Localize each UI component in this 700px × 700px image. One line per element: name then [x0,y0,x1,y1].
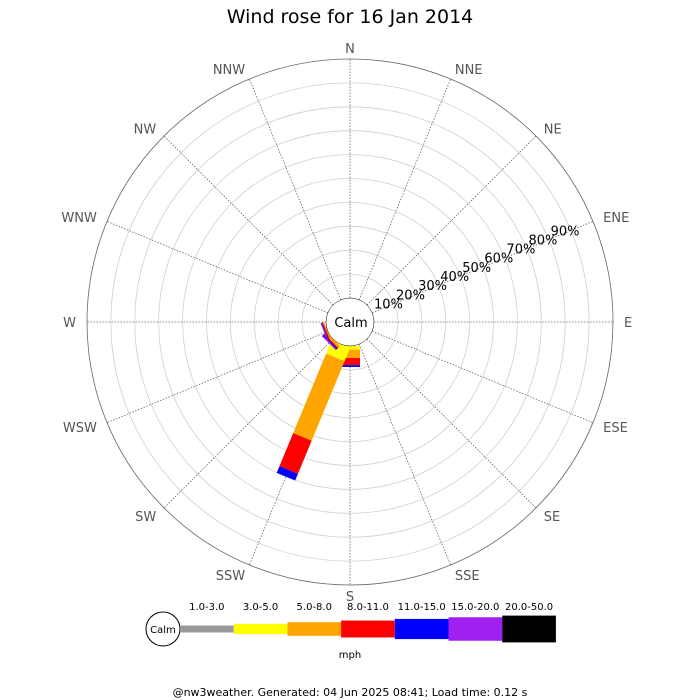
ring-labels-layer: 10%20%30%40%50%60%70%80%90% [374,224,580,312]
legend-bars: 1.0-3.0 3.0-5.0 5.0-8.0 8.0-11.0 11.0-15.0 15… [180,602,556,643]
direction-label-s: S [346,590,354,605]
spoke-sw [163,338,334,509]
spokes-layer [87,59,613,585]
ring-label-90: 90% [551,224,580,239]
legend-swatch-4 [394,618,449,640]
ring-50 [206,178,494,466]
ring-label-70: 70% [506,243,535,258]
ring-label-30: 30% [418,279,447,294]
bar-wsw-bin-5 [320,323,329,342]
ring-label-40: 40% [440,270,469,285]
spoke-ese [372,330,594,424]
legend-label-4: 11.0-15.0 [398,602,446,613]
ring-label-20: 20% [396,288,425,303]
direction-label-wnw: WNW [61,211,97,226]
legend-label-5: 15.0-20.0 [451,602,499,613]
legend: Calm 1.0-3.0 3.0-5.0 5.0-8.0 8.0-11.0 11.0-1… [145,602,556,661]
bar-s-bin-4 [340,365,360,368]
bars-layer [276,321,360,481]
ring-label-10: 10% [374,297,403,312]
calm-circle-group: Calm [325,297,375,347]
legend-label-0: 1.0-3.0 [189,602,224,613]
spoke-ne [366,135,537,306]
grid-layer [86,58,614,586]
ring-label-50: 50% [462,261,491,276]
legend-swatch-5 [448,617,503,641]
calm-circle [325,297,375,347]
legend-calm-label: Calm [150,625,176,636]
legend-unit-label: mph [339,650,361,661]
direction-label-nnw: NNW [213,63,245,78]
legend-label-2: 5.0-8.0 [297,602,332,613]
ring-20 [277,249,423,395]
chart-title: Wind rose for 16 Jan 2014 [227,6,474,28]
direction-label-ene: ENE [603,211,629,226]
direction-label-ese: ESE [603,421,628,436]
bar-ssw-bin-3 [279,433,312,474]
ring-label-80: 80% [529,233,558,248]
direction-label-e: E [624,316,632,331]
ring-40 [229,201,470,442]
bar-sw-bin-5 [321,335,337,351]
legend-swatch-2 [287,622,342,636]
ring-80 [134,106,566,538]
ring-label-60: 60% [484,252,513,267]
ring-10 [301,273,399,371]
ring-100 [86,58,614,586]
spoke-ene [372,220,594,314]
ring-70 [158,130,542,514]
ring-30 [253,225,447,419]
direction-label-sw: SW [135,510,156,525]
direction-label-n: N [345,42,355,57]
spoke-sse [358,344,452,566]
direction-label-w: W [63,316,76,331]
direction-label-nw: NW [134,122,157,137]
direction-label-wsw: WSW [63,421,97,436]
direction-label-ssw: SSW [216,569,246,584]
ring-90 [110,82,590,562]
legend-swatch-6 [502,615,556,643]
legend-swatch-3 [341,620,395,638]
spoke-wnw [106,220,328,314]
legend-label-1: 3.0-5.0 [243,602,278,613]
bar-ssw-bin-2 [293,353,345,441]
legend-label-3: 8.0-11.0 [347,602,389,613]
legend-swatch-1 [233,623,288,635]
spoke-wsw [106,330,328,424]
legend-swatch-0 [180,625,234,633]
direction-label-se: SE [544,510,560,525]
spoke-nnw [248,78,342,300]
spoke-nw [163,135,334,306]
bar-wsw-bin-4 [321,322,330,342]
direction-label-sse: SSE [455,569,480,584]
footer-text: @nw3weather. Generated: 04 Jun 2025 08:4… [173,686,528,699]
direction-label-ne: NE [544,122,562,137]
bar-sw-bin-4 [322,334,338,350]
bar-wsw-bin-3 [321,322,331,342]
calm-label: Calm [334,316,367,331]
bar-ssw-bin-4 [276,466,298,481]
bar-wsw-bin-2 [322,321,332,341]
ring-60 [182,154,518,490]
direction-label-nne: NNE [455,63,483,78]
spoke-nne [358,78,452,300]
legend-label-6: 20.0-50.0 [505,602,553,613]
direction-labels-layer: N NNE NE ENE E ESE SE SSE S SSW SW WSW W WNW NW NNW [61,42,632,605]
spoke-se [366,338,537,509]
